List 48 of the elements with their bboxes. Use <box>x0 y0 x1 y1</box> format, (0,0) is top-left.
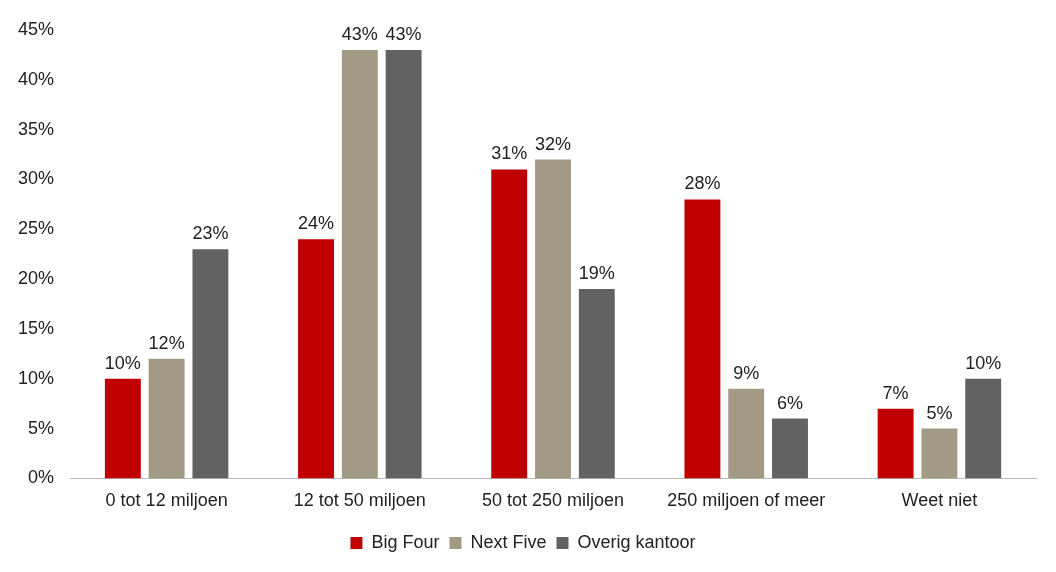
x-tick-label: 50 tot 250 miljoen <box>481 490 625 511</box>
data-label: 43% <box>341 23 378 44</box>
y-tick-label: 0% <box>28 467 55 488</box>
data-label: 28% <box>684 173 721 194</box>
y-tick-label: 15% <box>18 317 55 338</box>
legend-label: Big Four <box>371 531 440 552</box>
y-tick-label: 30% <box>18 168 55 189</box>
bar <box>535 159 571 479</box>
y-tick-label: 45% <box>18 18 55 39</box>
x-tick-label: 12 tot 50 miljoen <box>293 490 426 511</box>
bar <box>877 408 914 479</box>
y-tick-label: 20% <box>18 268 55 289</box>
bar <box>192 249 229 479</box>
data-label: 31% <box>491 143 528 164</box>
data-label: 43% <box>385 23 422 44</box>
bar <box>104 378 141 479</box>
data-label: 10% <box>104 352 141 373</box>
y-tick-label: 25% <box>18 218 55 239</box>
bar <box>684 199 721 479</box>
y-tick-label: 35% <box>18 118 55 139</box>
y-tick-label: 40% <box>18 68 55 89</box>
bar <box>728 388 765 479</box>
bar <box>341 49 378 479</box>
legend-label: Overig kantoor <box>577 531 696 552</box>
bar <box>965 378 1002 479</box>
bar <box>578 289 615 479</box>
bar <box>148 358 185 479</box>
legend-label: Next Five <box>470 531 547 552</box>
data-label: 7% <box>882 382 909 403</box>
x-tick-label: 0 tot 12 miljoen <box>105 490 228 511</box>
data-label: 32% <box>535 133 572 154</box>
data-label: 6% <box>776 392 804 413</box>
bar <box>772 418 808 479</box>
bar <box>491 169 528 479</box>
data-label: 5% <box>926 402 953 423</box>
y-tick-label: 5% <box>28 417 55 438</box>
y-tick-label: 10% <box>18 367 55 388</box>
data-label: 23% <box>192 223 229 244</box>
data-label: 10% <box>965 352 1002 373</box>
bar <box>298 239 334 479</box>
data-label: 12% <box>148 332 185 353</box>
data-label: 9% <box>733 362 760 383</box>
x-tick-label: Weet niet <box>901 490 978 511</box>
bar <box>921 428 958 479</box>
bar <box>385 49 422 479</box>
data-label: 24% <box>298 213 335 234</box>
data-label: 19% <box>578 263 615 284</box>
x-tick-label: 250 miljoen of meer <box>667 490 826 511</box>
